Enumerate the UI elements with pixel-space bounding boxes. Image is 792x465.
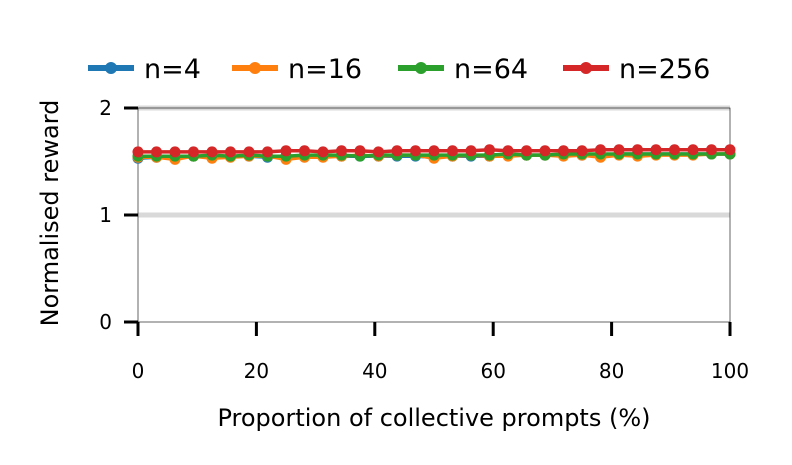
data-point bbox=[188, 146, 199, 158]
data-point bbox=[613, 144, 625, 156]
data-point bbox=[373, 146, 384, 158]
data-point bbox=[558, 145, 569, 157]
x-tick-label: 80 bbox=[599, 359, 624, 383]
series-layer bbox=[132, 144, 736, 165]
legend-entry-n-4: n=4 bbox=[88, 54, 201, 85]
data-point bbox=[225, 146, 236, 158]
data-point bbox=[595, 144, 606, 156]
y-tick-label: 1 bbox=[99, 203, 112, 227]
x-tick-label: 100 bbox=[711, 359, 749, 383]
legend-swatch-marker bbox=[580, 62, 592, 74]
series-n-256 bbox=[132, 144, 736, 158]
x-axis: 0 20 40 60 80 100 bbox=[132, 322, 749, 383]
data-point bbox=[299, 145, 310, 157]
data-point bbox=[391, 145, 403, 157]
data-point bbox=[428, 145, 440, 157]
data-point bbox=[354, 145, 366, 157]
x-tick-label: 40 bbox=[362, 359, 387, 383]
data-point bbox=[484, 144, 495, 156]
data-point bbox=[280, 145, 292, 157]
data-point bbox=[465, 145, 477, 157]
legend-entry-n-256: n=256 bbox=[563, 54, 710, 85]
data-point bbox=[502, 145, 514, 157]
data-point bbox=[206, 146, 218, 158]
legend-label: n=16 bbox=[288, 54, 362, 85]
data-point bbox=[706, 144, 717, 156]
x-tick-label: 20 bbox=[244, 359, 269, 383]
legend-label: n=256 bbox=[619, 54, 710, 85]
legend-label: n=64 bbox=[454, 54, 528, 85]
data-point bbox=[243, 146, 255, 158]
data-point bbox=[521, 145, 532, 157]
data-point bbox=[576, 145, 588, 157]
legend: n=4 n=16 n=64 n=256 bbox=[88, 54, 710, 85]
legend-entry-n-16: n=16 bbox=[232, 54, 362, 85]
data-point bbox=[169, 146, 181, 158]
data-point bbox=[687, 144, 699, 156]
y-tick-label: 2 bbox=[99, 96, 112, 120]
y-tick-label: 0 bbox=[99, 310, 112, 334]
data-point bbox=[539, 145, 551, 157]
legend-swatch-marker bbox=[249, 62, 261, 74]
y-axis: 0 1 2 bbox=[99, 96, 138, 334]
x-tick-label: 60 bbox=[480, 359, 505, 383]
legend-swatch-marker bbox=[105, 62, 117, 74]
data-point bbox=[151, 146, 162, 158]
legend-label: n=4 bbox=[144, 54, 201, 85]
data-point bbox=[410, 145, 421, 157]
data-point bbox=[632, 144, 643, 156]
data-point bbox=[132, 146, 144, 158]
data-point bbox=[724, 144, 736, 156]
data-point bbox=[317, 146, 329, 158]
legend-swatch-marker bbox=[415, 62, 427, 74]
data-point bbox=[650, 144, 662, 156]
data-point bbox=[447, 145, 458, 157]
data-point bbox=[262, 146, 273, 158]
data-point bbox=[669, 144, 680, 156]
x-axis-label: Proportion of collective prompts (%) bbox=[217, 404, 650, 432]
x-tick-label: 0 bbox=[132, 359, 145, 383]
y-axis-label: Normalised reward bbox=[36, 100, 64, 327]
legend-entry-n-64: n=64 bbox=[398, 54, 528, 85]
data-point bbox=[336, 145, 347, 157]
